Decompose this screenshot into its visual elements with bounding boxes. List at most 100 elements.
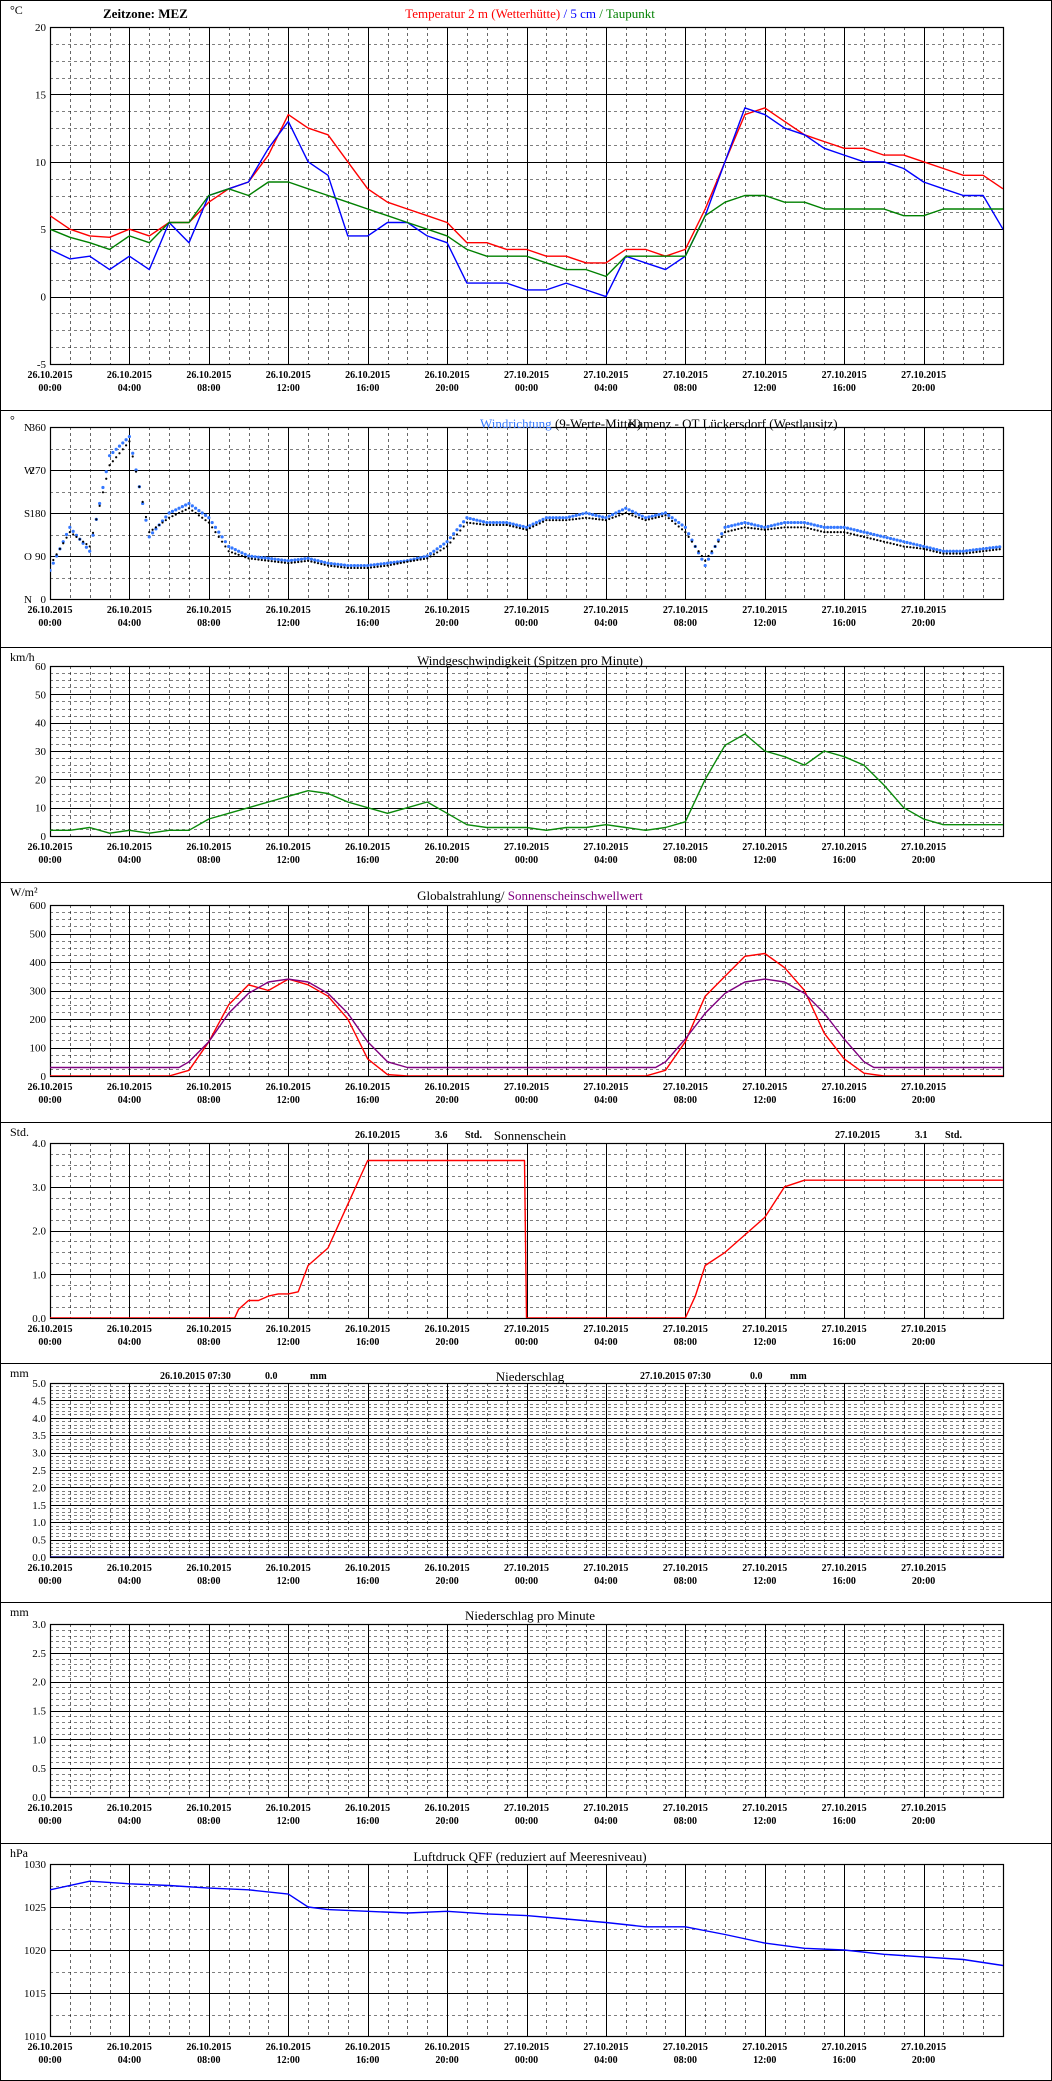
data-point (813, 528, 816, 531)
chart-title: Sonnenschein (494, 1128, 567, 1143)
xtick-time: 08:00 (197, 383, 220, 394)
data-point (822, 525, 826, 529)
xtick-date: 26.10.2015 (425, 1803, 470, 1814)
data-point (690, 540, 694, 543)
data-point (267, 559, 270, 562)
xtick-date: 26.10.2015 (186, 1324, 231, 1335)
series-group (50, 1159, 1003, 1318)
annotation-unit: mm (310, 1371, 327, 1382)
data-point (704, 559, 707, 562)
data-point (816, 529, 819, 532)
plot-border (49, 1142, 1005, 1320)
data-point (445, 545, 449, 548)
data-point (524, 525, 529, 529)
data-point (908, 541, 912, 545)
data-point (700, 554, 703, 558)
data-point (955, 549, 959, 553)
data-point (362, 563, 366, 568)
xtick-time: 20:00 (912, 1337, 935, 1348)
data-point (399, 561, 402, 565)
data-point (428, 552, 433, 556)
xtick-time: 00:00 (515, 1576, 538, 1587)
ytick-label: 300 (30, 986, 47, 998)
data-point (961, 549, 965, 553)
data-point (786, 526, 790, 529)
data-point (919, 547, 922, 550)
xtick-date: 26.10.2015 (186, 1563, 231, 1574)
series-luftdruck-qff (50, 1880, 1003, 1967)
data-point (829, 531, 833, 534)
xtick-date: 27.10.2015 (583, 1803, 628, 1814)
data-point (945, 552, 948, 555)
data-point (697, 550, 700, 553)
data-point (555, 519, 558, 522)
series-group (50, 952, 1003, 1076)
data-point (958, 552, 962, 555)
data-point (905, 545, 909, 548)
xtick-date: 27.10.2015 (742, 1324, 787, 1335)
plot-border (49, 1623, 1005, 1799)
unit-label: km/h (10, 650, 35, 664)
xtick-time: 08:00 (197, 1576, 220, 1587)
ytick-label: 400 (30, 957, 47, 969)
ytick-label: 60 (35, 661, 47, 673)
data-point (138, 485, 141, 488)
data-point (505, 523, 508, 527)
xtick-date: 27.10.2015 (901, 1563, 946, 1574)
data-point (508, 521, 512, 525)
data-point (663, 511, 668, 515)
data-point (260, 555, 264, 560)
data-point (994, 545, 998, 549)
data-point (896, 543, 899, 546)
data-point (127, 434, 132, 439)
data-point (154, 527, 158, 531)
ytick-label: 3.5 (32, 1430, 46, 1442)
ytick-label: 2.5 (32, 1648, 46, 1660)
data-point (415, 556, 419, 560)
data-point (800, 526, 803, 529)
data-point (91, 533, 95, 537)
data-point (796, 520, 800, 525)
data-point (872, 532, 876, 537)
data-point (164, 519, 167, 522)
data-point (240, 551, 244, 555)
xtick-time: 12:00 (277, 383, 300, 394)
data-point (299, 557, 304, 561)
data-point (61, 540, 65, 544)
data-point (783, 526, 786, 529)
data-point (855, 528, 860, 533)
xtick-date: 26.10.2015 (28, 1563, 73, 1574)
unit-label: ° (10, 413, 15, 427)
data-point (303, 557, 307, 561)
data-point (630, 509, 634, 514)
xtick-time: 04:00 (594, 618, 617, 629)
data-point (429, 555, 432, 558)
chart-title: Luftdruck QFF (reduziert auf Meeresnivea… (413, 1849, 646, 1864)
data-point (538, 522, 541, 525)
data-point (703, 563, 707, 568)
data-point (578, 517, 581, 520)
data-point (673, 518, 678, 522)
xtick-time: 00:00 (515, 1816, 538, 1827)
data-point (753, 523, 757, 527)
data-point (730, 529, 733, 532)
xtick-time: 16:00 (356, 855, 379, 866)
data-point (809, 522, 813, 526)
xtick-date: 26.10.2015 (345, 1324, 390, 1335)
data-point (634, 515, 637, 518)
ytick-label: 15 (35, 89, 47, 101)
xtick-time: 12:00 (277, 1576, 300, 1587)
xtick-time: 16:00 (832, 2055, 855, 2066)
xtick-date: 27.10.2015 (583, 1324, 628, 1335)
data-point (181, 510, 184, 513)
xtick-date: 27.10.2015 (901, 605, 946, 616)
data-point (561, 516, 565, 520)
data-point (773, 527, 776, 530)
data-point (545, 519, 548, 522)
data-point (502, 523, 505, 527)
data-point (852, 528, 856, 532)
data-point (902, 545, 905, 548)
data-point (770, 527, 773, 531)
